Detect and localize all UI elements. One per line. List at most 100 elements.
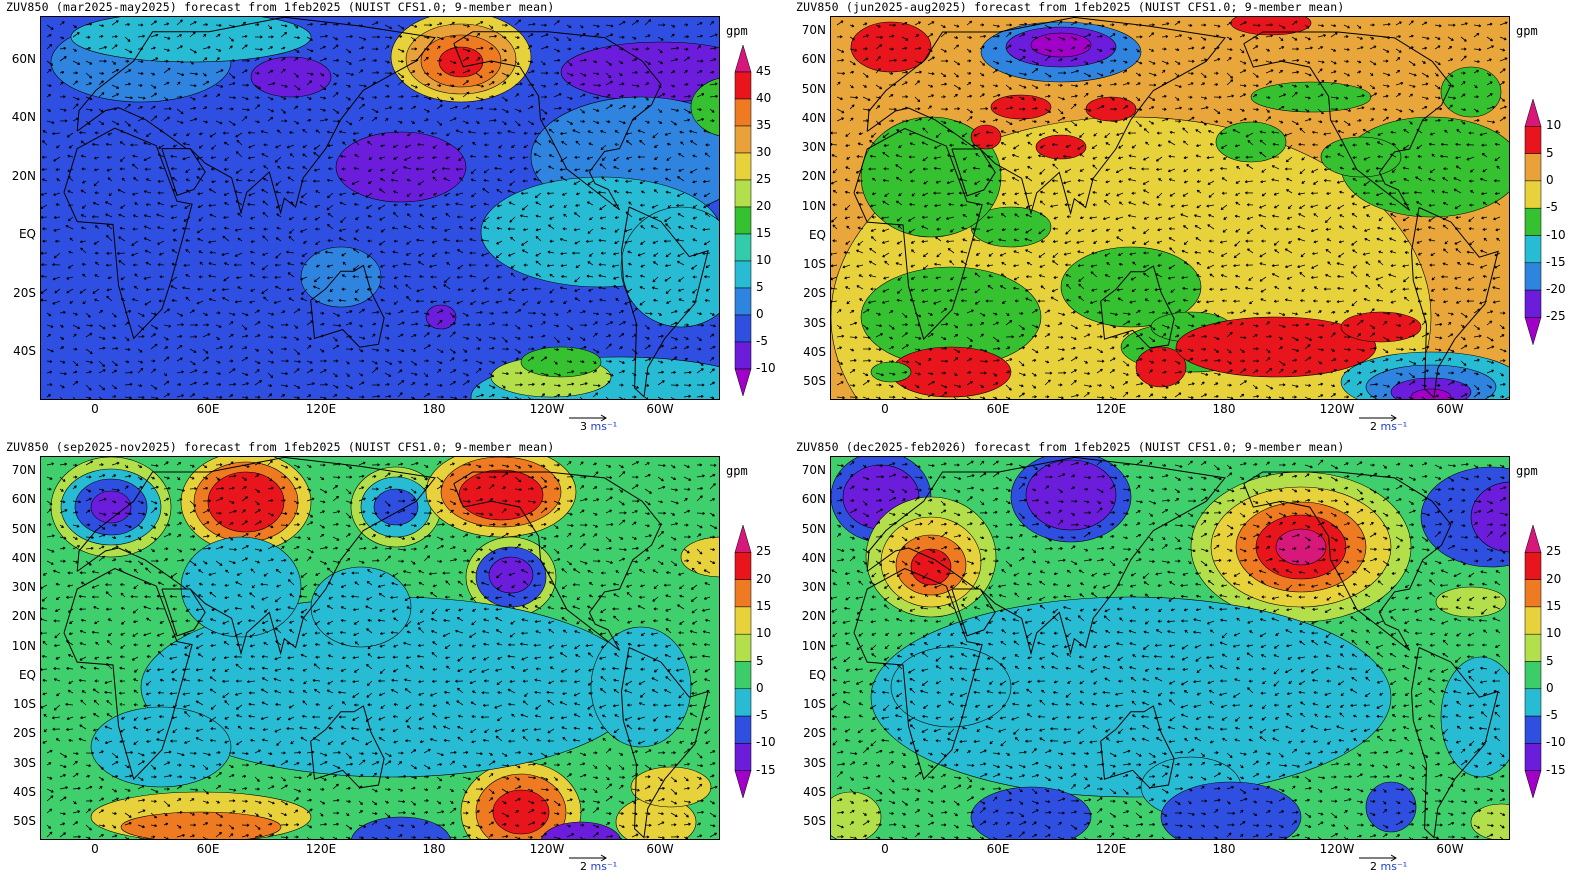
lat-tick-label: 50S bbox=[803, 374, 826, 388]
wind-vectors bbox=[41, 460, 718, 839]
lat-tick-label: EQ bbox=[808, 667, 826, 682]
lon-tick-label: 60W bbox=[646, 842, 674, 856]
colorbar-label: 15 bbox=[1546, 598, 1562, 613]
colorbar-swatch bbox=[734, 552, 752, 580]
lat-tick-label: 40N bbox=[801, 550, 826, 565]
reference-vector: 2 ms⁻¹ bbox=[566, 854, 617, 873]
coastline bbox=[1100, 265, 1175, 349]
colorbar-label: -15 bbox=[756, 762, 776, 777]
contour-region bbox=[1440, 656, 1509, 778]
lon-tick-label: 0 bbox=[881, 402, 889, 416]
map-plot bbox=[40, 456, 720, 840]
colorbar-label: 15 bbox=[756, 226, 772, 240]
lon-tick-label: 180 bbox=[1212, 842, 1236, 856]
colorbar-swatch bbox=[734, 179, 752, 208]
contour-region bbox=[520, 346, 602, 378]
colorbar-swatch bbox=[1524, 289, 1542, 318]
colorbar-label: 45 bbox=[756, 64, 772, 78]
colorbar-swatch bbox=[1524, 743, 1542, 771]
contour-region bbox=[680, 536, 719, 578]
lat-tick-label: 30N bbox=[801, 580, 826, 594]
lat-tick-label: EQ bbox=[18, 667, 36, 682]
contour-region bbox=[488, 556, 534, 594]
reference-arrow bbox=[569, 414, 607, 422]
contour-region bbox=[1410, 388, 1452, 399]
lon-tick-label: 0 bbox=[91, 402, 99, 416]
lat-tick-label: 30N bbox=[801, 140, 826, 154]
lat-tick-label: 60N bbox=[11, 52, 36, 66]
colorbar-swatch bbox=[1524, 317, 1542, 346]
contour-region bbox=[1440, 66, 1502, 118]
colorbar-label: 15 bbox=[756, 598, 772, 613]
colorbar-label: 20 bbox=[756, 199, 772, 213]
lat-tick-label: 20S bbox=[13, 285, 36, 300]
colorbar-label: 20 bbox=[1546, 571, 1562, 586]
contour-region bbox=[425, 304, 457, 330]
lat-tick-label: 20S bbox=[13, 726, 36, 741]
colorbar-label: -5 bbox=[756, 334, 768, 348]
lat-tick-label: 20N bbox=[11, 609, 36, 624]
contour-region bbox=[1320, 136, 1402, 178]
colorbar-label: 0 bbox=[1546, 172, 1554, 187]
colorbar-label: -20 bbox=[1546, 282, 1566, 297]
lat-tick-label: 60N bbox=[801, 52, 826, 67]
contour-region bbox=[1275, 528, 1327, 566]
contour-region bbox=[541, 821, 621, 839]
colorbar-swatch bbox=[1524, 126, 1542, 154]
lat-tick-label: 50N bbox=[801, 81, 826, 96]
lat-tick-label: 10S bbox=[803, 697, 826, 711]
lat-tick-label: EQ bbox=[18, 227, 36, 242]
lat-tick-label: 70N bbox=[801, 23, 826, 37]
contour-region bbox=[1035, 134, 1087, 160]
wind-vectors bbox=[831, 459, 1508, 839]
contour-region bbox=[1470, 803, 1509, 839]
contour-region bbox=[90, 706, 232, 788]
reference-vector-value: 3 bbox=[580, 420, 591, 433]
colorbar-label: 0 bbox=[756, 307, 764, 321]
colorbar-label: -10 bbox=[756, 361, 776, 375]
reference-vector-value: 2 bbox=[580, 860, 591, 873]
reference-vector-unit: ms⁻¹ bbox=[1380, 420, 1408, 433]
contour-region bbox=[1435, 586, 1507, 618]
colorbar bbox=[1524, 524, 1542, 799]
coastline bbox=[1410, 207, 1499, 399]
colorbar-swatch bbox=[734, 770, 752, 799]
contour-region bbox=[890, 646, 1012, 728]
colorbar-swatch bbox=[1524, 235, 1542, 264]
colorbar-swatch bbox=[734, 98, 752, 127]
colorbar-label: 5 bbox=[1546, 145, 1554, 160]
lat-tick-label: 40N bbox=[11, 110, 36, 125]
contour-region bbox=[630, 766, 712, 808]
colorbar-label: 20 bbox=[756, 571, 772, 586]
coastline bbox=[1410, 647, 1499, 839]
lat-tick-label: 60N bbox=[11, 492, 36, 507]
lat-tick-label: 40S bbox=[13, 784, 36, 799]
contour-region bbox=[90, 490, 132, 524]
colorbar-swatch bbox=[1524, 552, 1542, 580]
contour-region bbox=[620, 206, 719, 328]
coastline bbox=[1243, 31, 1452, 211]
colorbar-label: 35 bbox=[756, 118, 772, 132]
contour-region bbox=[1365, 781, 1417, 833]
reference-vector-unit: ms⁻¹ bbox=[1380, 860, 1408, 873]
lon-tick-label: 0 bbox=[91, 842, 99, 856]
coastline bbox=[63, 567, 193, 781]
colorbar bbox=[1524, 98, 1542, 346]
lat-tick-label: 70N bbox=[801, 463, 826, 477]
lon-tick-label: 120W bbox=[529, 402, 565, 416]
colorbar-swatch bbox=[1524, 770, 1542, 799]
unit-label: gpm bbox=[726, 24, 748, 38]
wind-vectors bbox=[831, 20, 1508, 399]
lon-tick-label: 120W bbox=[529, 842, 565, 856]
lon-tick-label: 180 bbox=[422, 842, 446, 856]
colorbar-label: 10 bbox=[756, 253, 772, 267]
lat-tick-label: 40S bbox=[803, 784, 826, 799]
panel-jja: ZUV850 (jun2025-aug2025) forecast from 1… bbox=[790, 0, 1582, 443]
lon-tick-label: 120E bbox=[305, 842, 337, 856]
contour-region bbox=[310, 566, 412, 648]
contour-region bbox=[1135, 346, 1187, 388]
lat-tick-label: 20S bbox=[803, 726, 826, 741]
coastline bbox=[1100, 705, 1175, 789]
coastline bbox=[620, 206, 709, 398]
contour-region bbox=[120, 811, 282, 839]
